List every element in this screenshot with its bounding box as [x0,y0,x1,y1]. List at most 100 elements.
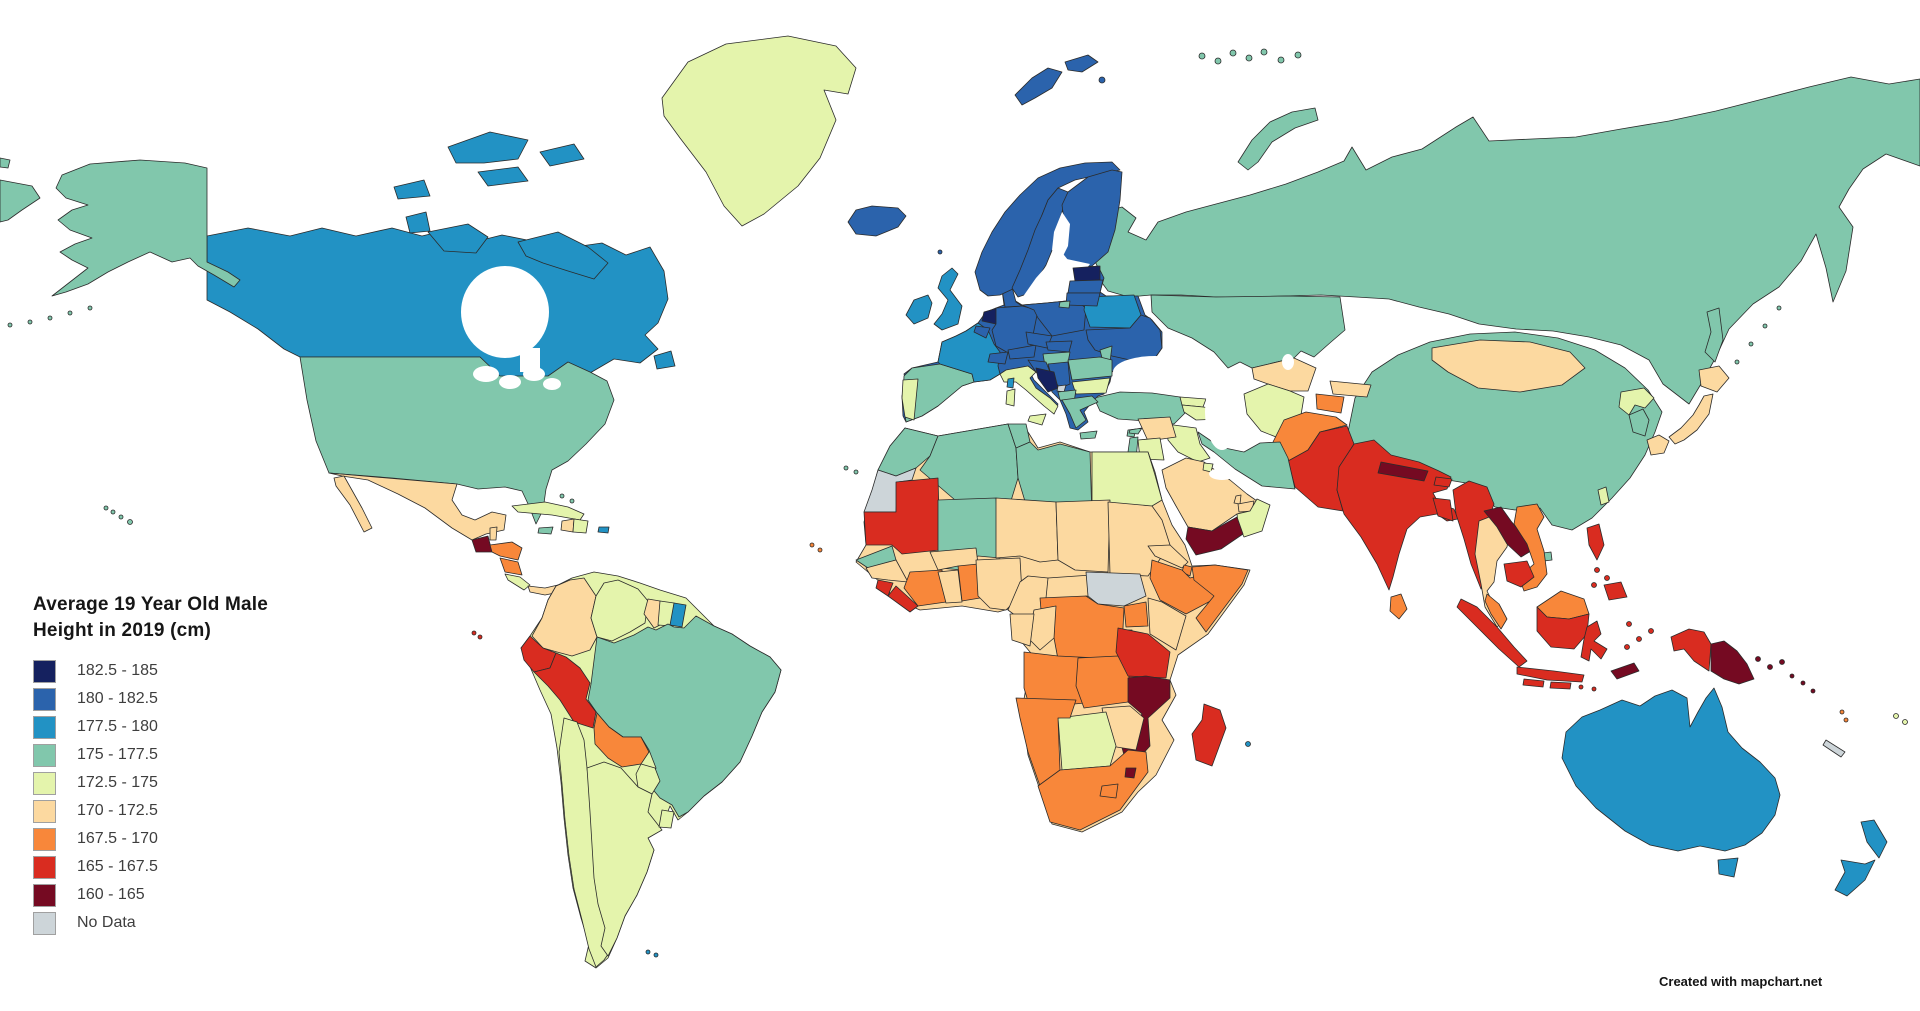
island-moluccas [1626,621,1632,627]
country-belize [489,526,498,541]
legend-item: 180 - 182.5 [33,685,268,713]
country-mongolia [1431,339,1586,393]
island-kuril [1762,323,1768,329]
country-chukotka-fragment2 [0,157,11,169]
island-svalbard [1014,67,1063,106]
island-victoria [427,223,489,254]
legend-title-line2: Height in 2019 (cm) [33,620,212,641]
island-solomon [1810,688,1816,694]
island-moluccas [1624,644,1630,650]
island-crete [1079,430,1098,440]
island-svalbard3 [1098,76,1106,84]
country-chad [1055,499,1111,573]
island-west-papua [1670,628,1712,672]
island-franz-josef [1214,57,1222,65]
region-french-guiana [669,602,687,628]
island-aleutian [47,315,53,321]
legend-title: Average 19 Year Old Male Height in 2019 … [33,592,268,644]
country-czechia [1025,331,1053,349]
island-newfoundland [653,350,676,370]
legend-items: 182.5 - 185 180 - 182.5 177.5 - 180 175 - 1… [33,657,268,937]
island-arctic3 [393,179,431,200]
legend-swatch [33,799,56,823]
country-romania [1067,356,1113,381]
island-lesser-sunda4 [1591,686,1597,692]
country-haiti [560,518,575,533]
lake-michigan [499,375,521,389]
legend-label: 160 - 165 [77,886,145,903]
country-uganda [1123,601,1149,628]
country-tajikistan [1315,393,1345,414]
country-honduras [489,541,523,561]
legend-item: 160 - 165 [33,881,268,909]
island-png [1767,664,1773,670]
country-cambodia [1503,560,1535,588]
sea-hudson-bay [461,266,549,358]
island-franz-josef [1198,52,1206,60]
country-philippines-visayas [1594,567,1600,573]
sea-baltic [1022,250,1068,304]
country-kyrgyzstan [1329,380,1372,398]
island-hawaii [127,519,133,525]
country-gabon [1009,613,1035,647]
island-new-caledonia [1822,739,1846,758]
legend-label: 175 - 177.5 [77,746,158,763]
country-japan-honshu [1668,393,1714,445]
country-italy [999,365,1059,415]
legend: Average 19 Year Old Male Height in 2019 … [33,592,268,937]
island-kuril [1776,305,1782,311]
sea-gulf-of-bothnia [1052,212,1070,262]
legend-swatch [33,911,56,935]
island-corsica [1006,377,1015,389]
island-falkland [645,949,651,955]
country-ireland [905,294,933,325]
country-japan-kyushu [1646,434,1670,456]
country-egypt [1091,451,1163,507]
island-hawaii [110,509,116,515]
country-poland [1021,295,1087,337]
island-moluccas [1648,628,1654,634]
legend-item: 170 - 172.5 [33,797,268,825]
island-franz-josef [1277,56,1285,64]
island-aleutian [27,319,33,325]
island-aleutian [87,305,93,311]
island-aleutian [67,310,73,316]
island-hawaii [118,514,124,520]
lake-superior [473,366,499,382]
country-canada [206,227,669,378]
legend-swatch [33,771,56,795]
country-nicaragua [499,557,523,576]
island-cape-verde [817,547,823,553]
sea-persian-gulf [1209,468,1235,480]
island-sumatra [1456,598,1528,668]
island-bahamas [569,498,575,504]
country-uk [933,267,963,331]
island-png [1779,659,1785,665]
country-eswatini [1124,767,1137,779]
country-turkey [1093,391,1187,425]
island-lesser-sunda3 [1578,684,1584,690]
country-ivory-coast [903,569,947,607]
legend-swatch [33,855,56,879]
country-madagascar [1191,703,1227,767]
country-austria [1007,344,1037,360]
island-java [1516,666,1585,683]
legend-item: No Data [33,909,268,937]
country-switzerland [987,351,1009,365]
legend-label: 167.5 - 170 [77,830,158,847]
country-philippines-visayas [1604,575,1610,581]
sea-aral [1282,354,1294,370]
legend-label: 172.5 - 175 [77,774,158,791]
legend-swatch [33,659,56,683]
island-galapagos [471,630,477,636]
country-botswana [1057,711,1117,771]
island-ellesmere [447,131,529,164]
sea-caspian [1205,374,1239,450]
region-kaliningrad [1058,300,1071,309]
country-cuba [511,501,585,521]
country-burkina-faso [929,547,979,571]
country-argentina [586,761,663,957]
island-bahamas [559,493,565,499]
legend-label: 177.5 - 180 [77,718,158,735]
